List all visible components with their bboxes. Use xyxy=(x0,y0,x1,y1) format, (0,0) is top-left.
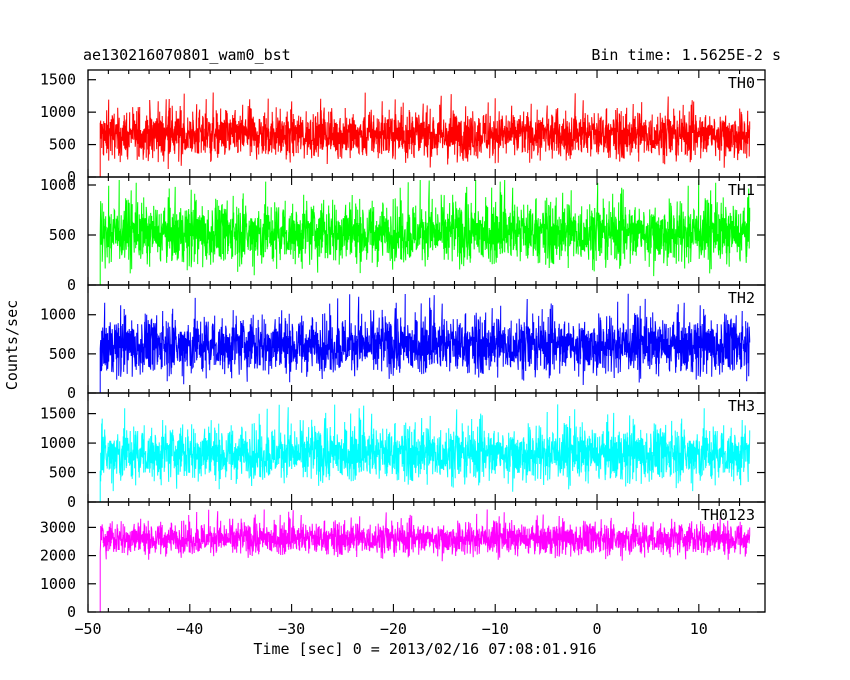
y-tick-label: 1000 xyxy=(40,176,76,194)
y-tick-label: 500 xyxy=(49,464,76,482)
x-tick-label: −50 xyxy=(74,620,101,638)
y-tick-label: 0 xyxy=(67,384,76,402)
series-line-th0123 xyxy=(88,509,751,613)
y-tick-label: 1000 xyxy=(40,103,76,121)
panel-label: TH0 xyxy=(728,74,755,92)
panels: 0 500 1000 1500 TH0 0 500 1000 TH1 0 500 1000 TH2 0 50… xyxy=(40,69,766,621)
y-tick-label: 0 xyxy=(67,603,76,621)
panel-label: TH0123 xyxy=(701,506,755,524)
panel-th0: 0 500 1000 1500 TH0 xyxy=(40,69,766,186)
y-tick-label: 500 xyxy=(49,136,76,154)
y-axis-label: Counts/sec xyxy=(3,300,21,390)
panel-th1: 0 500 1000 TH1 xyxy=(40,176,766,294)
x-tick-label: −20 xyxy=(380,620,407,638)
y-tick-label: 0 xyxy=(67,493,76,511)
panel-th2: 0 500 1000 TH2 xyxy=(40,284,766,402)
x-tick-label: 0 xyxy=(593,620,602,638)
panel-label: TH1 xyxy=(728,181,755,199)
x-tick-label: 10 xyxy=(690,620,708,638)
y-tick-label: 0 xyxy=(67,276,76,294)
series-line-th3 xyxy=(88,404,751,503)
panel-label: TH2 xyxy=(728,289,755,307)
panel-frame xyxy=(87,501,766,613)
panel-th3: 0 500 1000 1500 TH3 xyxy=(40,392,766,511)
x-axis-label: Time [sec] 0 = 2013/02/16 07:08:01.916 xyxy=(253,640,596,658)
y-tick-label: 1500 xyxy=(40,71,76,89)
panel-th0123: 0 1000 2000 3000 TH0123 xyxy=(40,501,766,621)
y-tick-label: 1500 xyxy=(40,405,76,423)
y-tick-label: 1000 xyxy=(40,434,76,452)
y-tick-label: 3000 xyxy=(40,518,76,536)
y-tick-label: 500 xyxy=(49,226,76,244)
x-tick-label: −40 xyxy=(176,620,203,638)
y-tick-label: 0 xyxy=(67,168,76,186)
series-line-th1 xyxy=(88,179,751,286)
y-tick-label: 2000 xyxy=(40,547,76,565)
panel-label: TH3 xyxy=(728,397,755,415)
y-tick-label: 1000 xyxy=(40,575,76,593)
x-tick-label: −10 xyxy=(482,620,509,638)
bin-time-label: Bin time: 1.5625E-2 s xyxy=(591,46,781,64)
x-tick-label: −30 xyxy=(278,620,305,638)
y-tick-label: 500 xyxy=(49,345,76,363)
series-line-th2 xyxy=(88,293,751,394)
series-line-th0 xyxy=(88,92,751,178)
x-axis: −50 −40 −30 −20 −10 0 10 xyxy=(74,620,707,638)
y-tick-label: 1000 xyxy=(40,306,76,324)
chart-title: ae130216070801_wam0_bst xyxy=(83,46,291,64)
